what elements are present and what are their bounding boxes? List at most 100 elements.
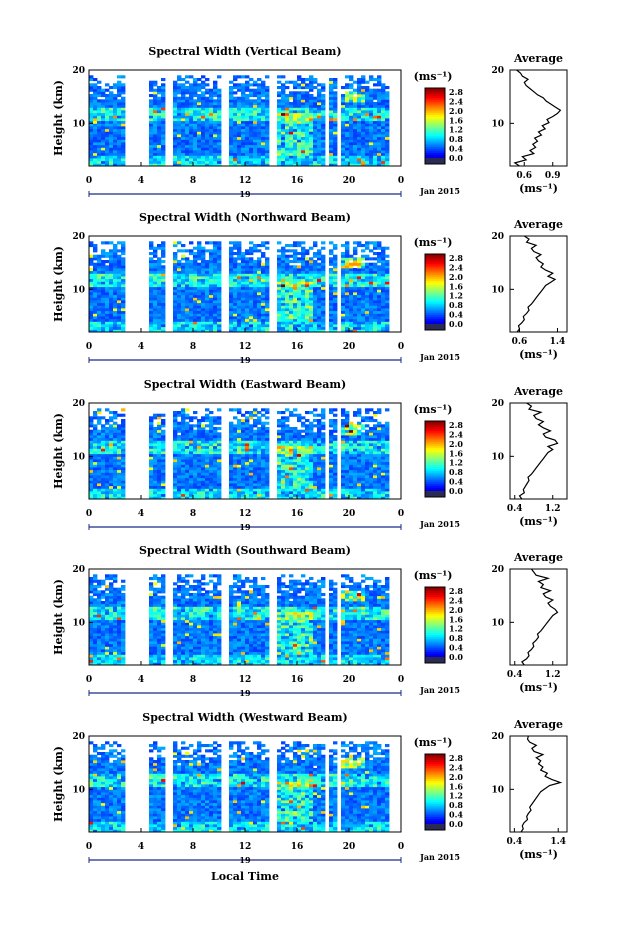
heatmap-cell xyxy=(349,150,354,154)
heatmap-cell xyxy=(201,440,206,444)
heatmap-cell xyxy=(357,310,362,314)
heatmap-cell xyxy=(249,91,254,95)
heatmap-cell xyxy=(93,94,98,98)
heatmap-cell xyxy=(157,110,162,114)
heatmap-cell xyxy=(261,453,266,457)
heatmap-cell xyxy=(357,99,362,103)
heatmap-cell xyxy=(261,313,266,317)
heatmap-cell xyxy=(321,292,326,296)
heatmap-cell xyxy=(301,249,306,253)
heatmap-cell xyxy=(369,94,374,98)
colorbar-segment xyxy=(425,101,445,104)
heatmap-cell xyxy=(353,107,358,111)
heatmap-cell xyxy=(289,302,294,306)
heatmap-cell xyxy=(301,270,306,274)
heatmap-cell xyxy=(185,88,190,92)
heatmap-cell xyxy=(241,139,246,143)
heatmap-cell xyxy=(229,123,234,127)
heatmap-cell xyxy=(173,120,178,124)
heatmap-cell xyxy=(245,252,250,256)
heatmap-cell xyxy=(237,249,242,253)
heatmap-cell xyxy=(121,139,126,143)
heatmap-cell xyxy=(193,313,198,317)
heatmap-cell xyxy=(121,324,126,328)
heatmap-cell xyxy=(385,302,390,306)
heatmap-cell xyxy=(313,163,318,167)
heatmap-cell xyxy=(253,456,258,460)
heatmap-cell xyxy=(93,294,98,298)
heatmap-cell xyxy=(249,477,254,481)
heatmap-cell xyxy=(381,326,386,330)
heatmap-cell xyxy=(385,289,390,293)
heatmap-cell xyxy=(157,316,162,320)
heatmap-cell xyxy=(181,102,186,106)
heatmap-cell xyxy=(117,461,122,465)
heatmap-cell xyxy=(101,112,106,116)
heatmap-cell xyxy=(105,493,110,497)
heatmap-cell xyxy=(349,136,354,140)
heatmap-cell xyxy=(341,270,346,274)
heatmap-cell xyxy=(109,139,114,143)
heatmap-cell xyxy=(217,305,222,309)
heatmap-cell xyxy=(101,432,106,436)
heatmap-cell xyxy=(277,142,282,146)
heatmap-cell xyxy=(293,91,298,95)
heatmap-cell xyxy=(293,241,298,245)
heatmap-cell xyxy=(281,300,286,304)
heatmap-cell xyxy=(285,96,290,100)
heatmap-cell xyxy=(177,78,182,82)
heatmap-cell xyxy=(213,294,218,298)
heatmap-cell xyxy=(321,158,326,162)
heatmap-cell xyxy=(241,305,246,309)
heatmap-cell xyxy=(181,464,186,468)
heatmap-cell xyxy=(317,268,322,272)
heatmap-cell xyxy=(205,115,210,119)
heatmap-cell xyxy=(353,262,358,266)
heatmap-cell xyxy=(265,326,270,330)
heatmap-cell xyxy=(181,308,186,312)
heatmap-cell xyxy=(357,120,362,124)
heatmap-cell xyxy=(101,477,106,481)
heatmap-cell xyxy=(345,284,350,288)
heatmap-cell xyxy=(253,294,258,298)
heatmap-cell xyxy=(245,75,250,79)
heatmap-cell xyxy=(277,123,282,127)
heatmap-cell xyxy=(253,160,258,164)
heatmap-cell xyxy=(245,461,250,465)
heatmap-cell xyxy=(157,163,162,167)
heatmap-cell xyxy=(209,160,214,164)
heatmap-cell xyxy=(341,297,346,301)
heatmap-cell xyxy=(381,139,386,143)
heatmap-cell xyxy=(261,99,266,103)
heatmap-cell xyxy=(249,464,254,468)
heatmap-cell xyxy=(209,469,214,473)
heatmap-cell xyxy=(161,136,166,140)
heatmap-cell xyxy=(209,286,214,290)
heatmap-cell xyxy=(289,150,294,154)
heatmap-cell xyxy=(105,88,110,92)
heatmap-cell xyxy=(117,118,122,122)
heatmap-cell xyxy=(109,475,114,479)
heatmap-cell xyxy=(257,260,262,264)
heatmap-cell xyxy=(305,321,310,325)
heatmap-cell xyxy=(193,294,198,298)
heatmap-cell xyxy=(285,270,290,274)
heatmap-cell xyxy=(105,155,110,159)
heatmap-cell xyxy=(353,326,358,330)
heatmap-cell xyxy=(213,83,218,87)
heatmap-cell xyxy=(345,123,350,127)
heatmap-cell xyxy=(265,147,270,151)
heatmap-cell xyxy=(93,443,98,447)
heatmap-cell xyxy=(297,281,302,285)
heatmap-cell xyxy=(329,118,334,122)
heatmap-cell xyxy=(217,416,222,420)
heatmap-cell xyxy=(385,270,390,274)
heatmap-cell xyxy=(109,305,114,309)
heatmap-cell xyxy=(293,305,298,309)
heatmap-cell xyxy=(149,94,154,98)
heatmap-cell xyxy=(213,265,218,269)
heatmap-cell xyxy=(101,155,106,159)
heatmap-cell xyxy=(301,257,306,261)
heatmap-cell xyxy=(357,297,362,301)
heatmap-cell xyxy=(245,294,250,298)
